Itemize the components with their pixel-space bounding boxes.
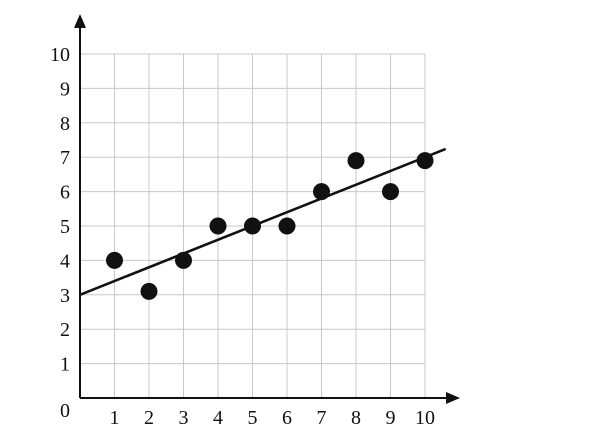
- x-axis-arrowhead: [446, 392, 460, 404]
- trend-line-layer: [79, 147, 447, 297]
- y-tick-label: 10: [50, 44, 70, 66]
- x-tick-label: 2: [144, 407, 154, 429]
- x-tick-label: 7: [317, 407, 327, 429]
- x-tick-label: 1: [110, 407, 120, 429]
- data-point: [382, 183, 399, 201]
- data-point: [278, 217, 296, 235]
- data-point: [140, 282, 158, 300]
- trend-line: [79, 147, 447, 297]
- y-tick-label: 7: [60, 147, 70, 169]
- y-tick-label: 4: [60, 250, 70, 272]
- tick-labels: 1 2 3 4 5 6 7 8 9 10 1 2 3 4 5 6 7 8 9 10 0: [50, 44, 435, 429]
- origin-label: 0: [60, 400, 70, 422]
- grid: [80, 53, 426, 398]
- x-tick-label: 8: [351, 407, 361, 429]
- data-point: [347, 152, 365, 170]
- data-point: [106, 251, 123, 269]
- x-tick-label: 6: [282, 407, 292, 429]
- y-tick-label: 3: [60, 285, 70, 307]
- x-tick-label: 9: [386, 407, 396, 429]
- y-tick-label: 5: [60, 216, 70, 238]
- data-point: [209, 217, 227, 235]
- y-tick-label: 2: [60, 319, 70, 341]
- x-tick-label: 4: [213, 407, 223, 429]
- axes: [74, 14, 460, 404]
- data-point: [416, 152, 434, 170]
- data-point: [175, 251, 192, 269]
- y-tick-label: 8: [60, 113, 70, 135]
- y-tick-label: 6: [60, 182, 70, 204]
- x-tick-label: 10: [415, 407, 435, 429]
- y-axis-arrowhead: [74, 14, 86, 28]
- data-point: [244, 217, 261, 235]
- x-tick-label: 5: [248, 407, 258, 429]
- y-tick-label: 1: [60, 354, 70, 376]
- x-tick-label: 3: [179, 407, 189, 429]
- data-point: [313, 183, 330, 201]
- data-points: [106, 152, 434, 300]
- y-tick-label: 9: [60, 78, 70, 100]
